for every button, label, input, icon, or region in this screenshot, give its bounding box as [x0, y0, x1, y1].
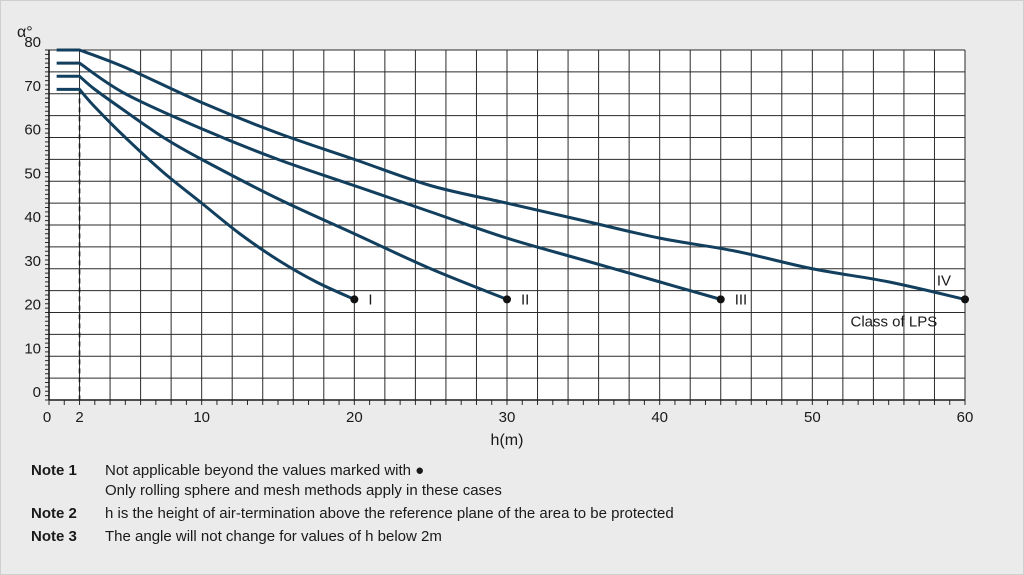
note-row-1: Note 1 Not applicable beyond the values … [31, 461, 991, 501]
y-tick-label: 50 [24, 165, 41, 182]
series-label-I: I [368, 291, 372, 308]
y-tick-label: 0 [33, 384, 41, 401]
note-line: Only rolling sphere and mesh methods app… [105, 482, 502, 499]
note-text: The angle will not change for values of … [105, 527, 991, 547]
y-axis-title: α° [17, 24, 33, 41]
note-label: Note 3 [31, 528, 77, 545]
chart-grid [48, 49, 966, 401]
legend-title: Class of LPS [851, 313, 938, 330]
chart-axes [45, 49, 966, 405]
y-tick-label: 10 [24, 340, 41, 357]
note-label: Note 2 [31, 505, 77, 522]
note-row-3: Note 3 The angle will not change for val… [31, 527, 991, 547]
x-axis-title: h(m) [491, 432, 524, 449]
x-tick-label: 2 [75, 409, 83, 426]
note-text: h is the height of air-termination above… [105, 504, 991, 524]
end-marker-IV [961, 295, 969, 304]
x-tick-label: 20 [346, 409, 363, 426]
y-tick-label: 70 [24, 78, 41, 95]
end-marker-II [503, 295, 511, 304]
series-line-I [56, 87, 355, 301]
end-marker-III [716, 295, 725, 304]
x-tick-label: 40 [651, 409, 668, 426]
y-tick-label: 20 [24, 297, 41, 314]
series-line-III [56, 61, 722, 301]
y-tick-label: 80 [24, 34, 41, 51]
x-tick-label: 60 [957, 409, 974, 426]
y-tick-label: 40 [24, 209, 41, 226]
series-line-IV [56, 48, 966, 301]
note-line: h is the height of air-termination above… [105, 505, 674, 522]
note-line: The angle will not change for values of … [105, 528, 442, 545]
note-row-2: Note 2 h is the height of air-terminatio… [31, 504, 991, 524]
x-tick-label: 0 [43, 409, 51, 426]
note-label: Note 1 [31, 462, 77, 479]
x-tick-label: 30 [499, 409, 516, 426]
y-tick-label: 30 [24, 253, 41, 270]
note-text: Not applicable beyond the values marked … [105, 461, 991, 501]
y-tick-label: 60 [24, 122, 41, 139]
series-label-III: III [735, 291, 748, 308]
series-label-IV: IV [937, 272, 951, 289]
chart-tick-labels: 0 10 20 30 40 50 60 70 80 0 2 10 20 30 40 50 60 [24, 34, 973, 426]
note-line: Not applicable beyond the values marked … [105, 462, 425, 479]
chart-series-lines [56, 48, 969, 304]
series-line-II [56, 74, 508, 301]
x-tick-label: 10 [193, 409, 210, 426]
end-marker-I [350, 295, 359, 304]
x-tick-label: 50 [804, 409, 821, 426]
series-label-II: II [521, 291, 529, 308]
notes-section: Note 1 Not applicable beyond the values … [31, 461, 991, 550]
